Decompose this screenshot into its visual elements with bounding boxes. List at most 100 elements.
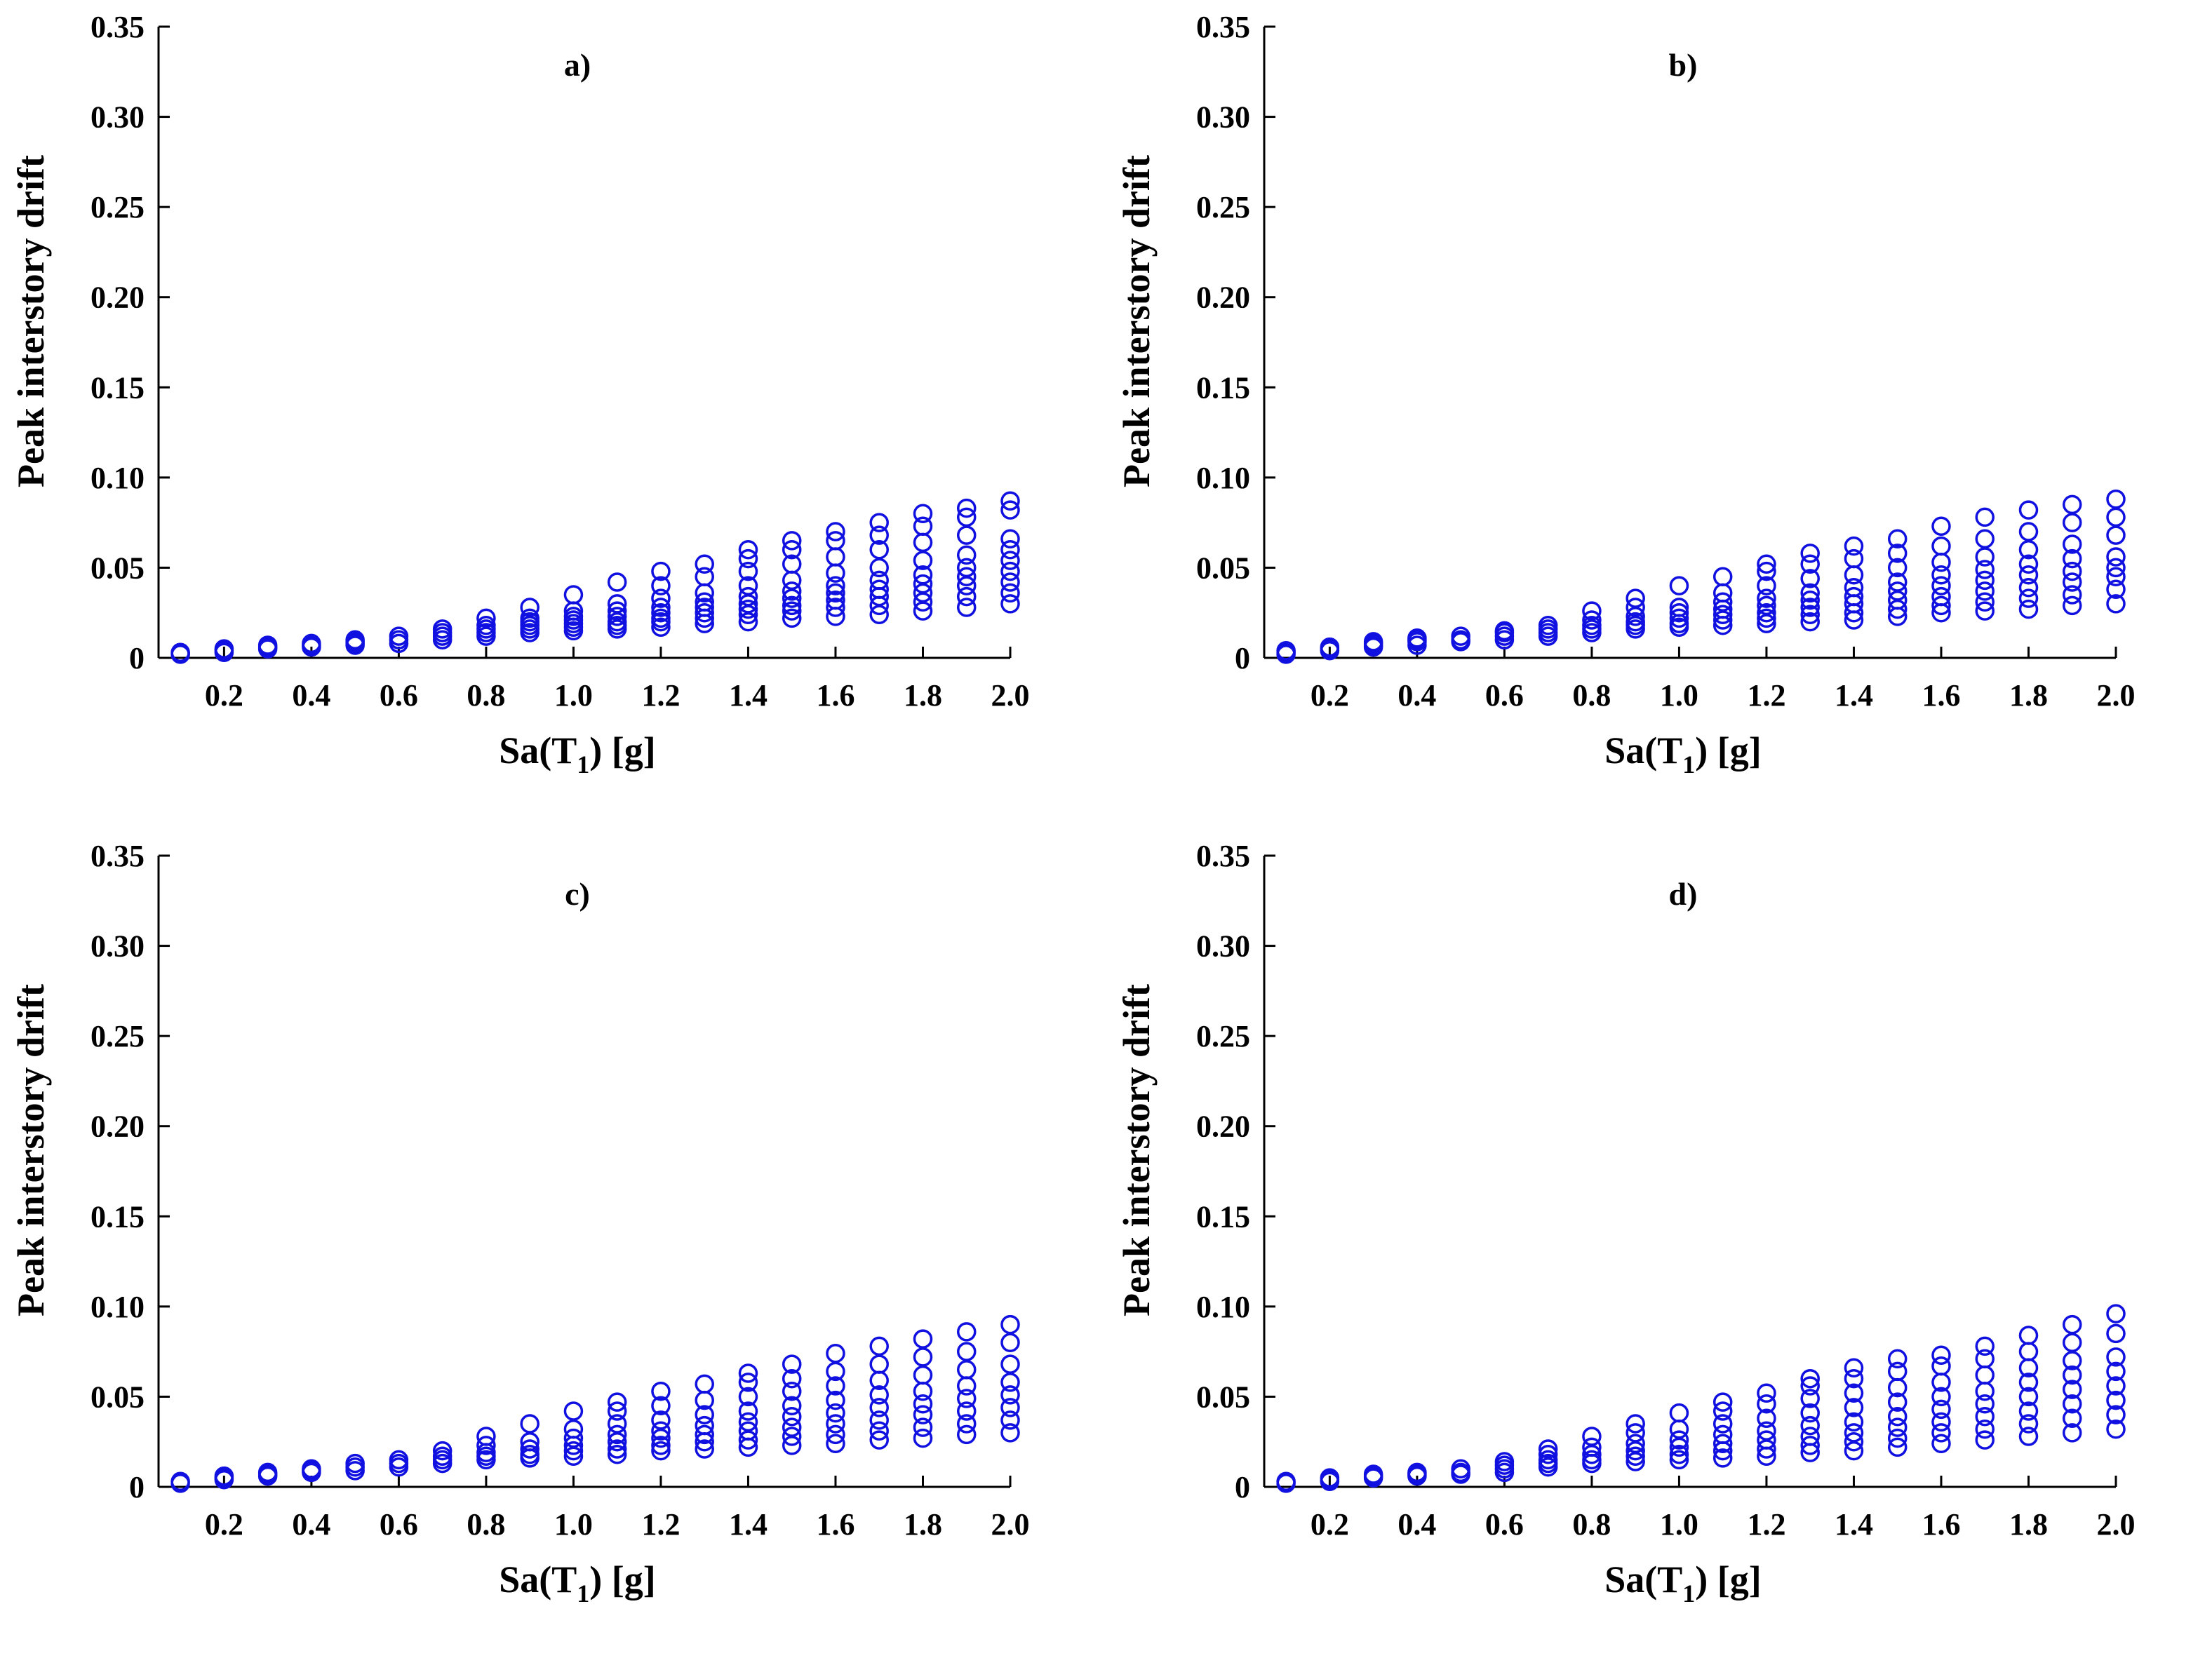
data-point <box>2106 1304 2126 1323</box>
data-point <box>869 1430 889 1450</box>
y-tick-label: 0.10 <box>1196 1290 1250 1324</box>
data-point <box>1451 1459 1470 1479</box>
data-point <box>1800 1389 1820 1408</box>
x-tick-label: 1.6 <box>816 1507 854 1542</box>
data-point <box>695 1415 714 1436</box>
y-tick-label: 0.05 <box>91 1380 145 1414</box>
data-point <box>1712 592 1733 612</box>
data-point <box>563 585 584 605</box>
data-point <box>1712 567 1733 587</box>
data-point <box>257 1462 278 1483</box>
data-point <box>651 1441 671 1461</box>
data-point <box>2106 547 2126 567</box>
data-point <box>1800 1415 1820 1436</box>
chart-c: 0 0.05 0.10 0.15 0.20 0.25 0.30 0.35 0.2 0.4 0.6 0.… <box>10 839 1030 1608</box>
data-point <box>956 1414 977 1434</box>
data-point <box>695 602 714 623</box>
data-point <box>520 598 539 617</box>
y-tick-label: 0.15 <box>91 1199 145 1234</box>
data-point <box>1582 1450 1602 1470</box>
data-point <box>1800 1403 1820 1423</box>
data-point <box>607 601 627 621</box>
chart-d: 0 0.05 0.10 0.15 0.20 0.25 0.30 0.35 0.2 0.4 0.6 0.… <box>1115 839 2136 1608</box>
data-point <box>1844 586 1864 607</box>
data-point <box>170 642 190 663</box>
x-tick-label: 1.8 <box>904 1507 942 1542</box>
x-tick-label: 1.0 <box>554 1507 593 1542</box>
data-point <box>1320 1468 1340 1488</box>
data-point <box>170 1471 190 1492</box>
data-point <box>607 1414 627 1434</box>
y-tick-label: 0.25 <box>1196 190 1250 224</box>
data-point <box>2062 1423 2082 1443</box>
data-point <box>2018 1373 2039 1392</box>
x-tick-label: 0.2 <box>1311 1507 1349 1542</box>
x-axis-label-subscript: 1 <box>577 750 589 779</box>
data-point <box>2018 1427 2039 1446</box>
data-point <box>1931 1345 1951 1366</box>
y-tick-label: 0.25 <box>1196 1019 1250 1053</box>
x-axis-label: Sa(T1) [g] <box>499 1558 656 1608</box>
data-point <box>2018 1342 2039 1361</box>
x-tick-label: 1.4 <box>729 1507 768 1542</box>
x-axis-label-subscript: 1 <box>577 1579 589 1608</box>
data-point <box>1626 1446 1645 1467</box>
data-point <box>1757 1421 1776 1441</box>
data-point <box>1844 1423 1864 1443</box>
panel-label: b) <box>1669 47 1698 83</box>
data-point <box>2106 525 2126 545</box>
data-point <box>1582 601 1602 621</box>
data-point <box>1931 1387 1951 1407</box>
data-point <box>432 1441 453 1461</box>
data-point <box>2062 1408 2082 1429</box>
data-point <box>651 608 671 628</box>
data-point <box>1887 1361 1908 1382</box>
x-tick-label: 2.0 <box>2097 678 2136 713</box>
data-point <box>476 1427 496 1446</box>
data-point <box>913 1405 933 1424</box>
data-point <box>1931 552 1951 572</box>
data-point <box>1276 1471 1296 1492</box>
data-point <box>389 626 409 646</box>
data-point <box>1931 1423 1951 1443</box>
data-point <box>651 1396 671 1416</box>
data-point <box>2062 494 2082 515</box>
data-point <box>2106 1405 2126 1424</box>
data-point <box>1582 615 1602 635</box>
x-axis-label-subscript: 1 <box>1682 750 1695 779</box>
data-point <box>782 1396 802 1416</box>
data-point <box>1757 1430 1776 1450</box>
y-tick-label: 0.15 <box>91 370 145 405</box>
data-point <box>2018 554 2039 574</box>
y-axis-label: Peak interstory drift <box>1115 984 1158 1316</box>
data-point <box>1931 1412 1951 1432</box>
data-point <box>1887 1406 1908 1427</box>
data-point <box>607 1424 627 1445</box>
scatter-points <box>1276 1304 2126 1493</box>
data-point <box>782 608 802 628</box>
x-tick-label: 2.0 <box>991 1507 1030 1542</box>
data-point <box>214 639 234 659</box>
data-point <box>913 1381 933 1401</box>
x-tick-label: 0.6 <box>380 678 418 713</box>
scatter-points <box>170 491 1020 664</box>
y-tick-label: 0.35 <box>91 10 145 44</box>
data-point <box>826 531 845 551</box>
x-tick-label: 1.6 <box>816 678 854 713</box>
data-point <box>1800 544 1820 563</box>
data-point <box>1669 1450 1689 1470</box>
data-point <box>607 572 627 592</box>
data-point <box>1800 1376 1820 1396</box>
data-point <box>1407 1462 1427 1483</box>
data-point <box>2062 585 2082 605</box>
data-point <box>913 516 933 537</box>
panel-a: 0 0.05 0.10 0.15 0.20 0.25 0.30 0.35 0.2 0.4 0.6 0.… <box>0 0 1106 829</box>
data-point <box>1000 539 1020 560</box>
data-point <box>1538 1450 1558 1470</box>
data-point <box>782 531 802 551</box>
data-point <box>1887 572 1908 592</box>
data-point <box>2106 1376 2126 1396</box>
y-axis-label: Peak interstory drift <box>10 984 52 1316</box>
chart-b: 0 0.05 0.10 0.15 0.20 0.25 0.30 0.35 0.2 0.4 0.6 0.… <box>1115 10 2136 779</box>
data-point <box>913 532 933 553</box>
